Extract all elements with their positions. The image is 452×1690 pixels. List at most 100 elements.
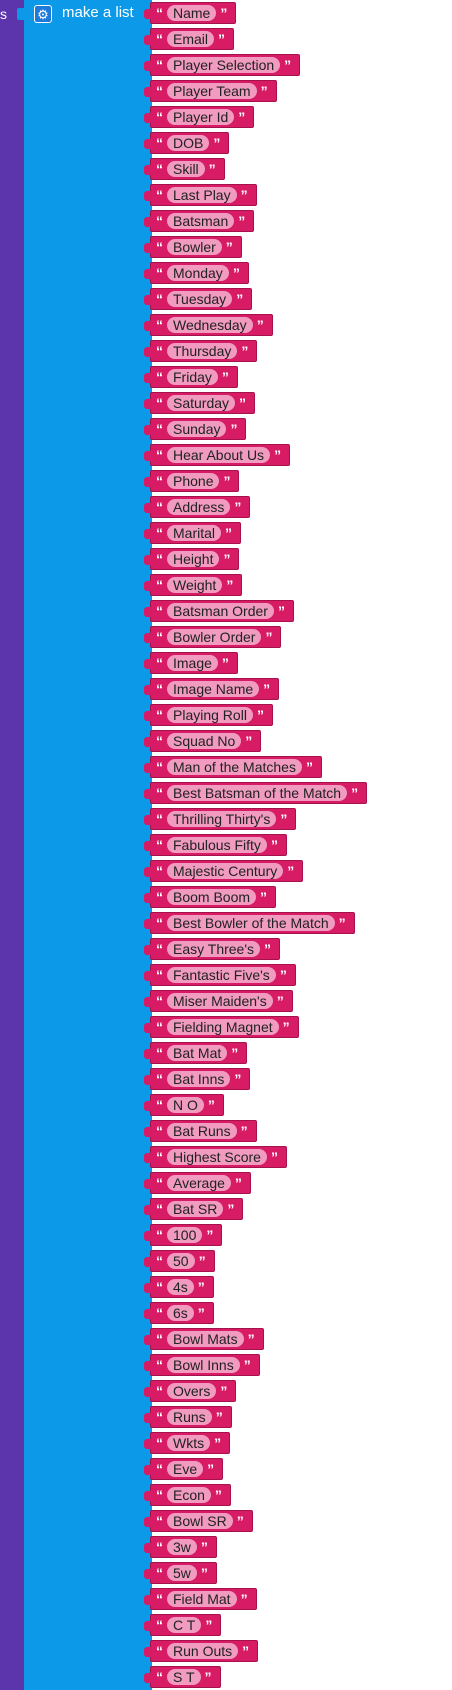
text-field[interactable]: Friday <box>167 369 218 385</box>
list-item[interactable]: “Miser Maiden's” <box>144 990 293 1012</box>
list-item[interactable]: “S T” <box>144 1666 221 1688</box>
text-field[interactable]: 50 <box>167 1253 195 1269</box>
text-field[interactable]: Email <box>167 31 215 47</box>
text-field[interactable]: S T <box>167 1669 201 1685</box>
list-item[interactable]: “Thursday” <box>143 340 258 362</box>
list-item[interactable]: “Fantastic Five's” <box>144 964 296 986</box>
list-item[interactable]: “Best Bowler of the Match” <box>144 912 355 934</box>
text-field[interactable]: Hear About Us <box>167 447 271 463</box>
text-field[interactable]: Bowler Order <box>167 629 262 645</box>
text-field[interactable]: 4s <box>167 1279 194 1295</box>
text-field[interactable]: Batsman Order <box>167 603 274 619</box>
list-item[interactable]: “Eve” <box>143 1458 224 1480</box>
list-item[interactable]: “Friday” <box>144 366 238 388</box>
gear-icon[interactable]: ⚙ <box>34 5 52 23</box>
text-field[interactable]: Address <box>167 499 231 515</box>
list-item[interactable]: “Run Outs” <box>143 1640 259 1662</box>
text-field[interactable]: Best Bowler of the Match <box>167 915 335 931</box>
list-item[interactable]: “C T” <box>143 1614 222 1636</box>
text-field[interactable]: Height <box>167 551 220 567</box>
text-field[interactable]: Bowl SR <box>167 1513 233 1529</box>
text-field[interactable]: 6s <box>167 1305 194 1321</box>
list-item[interactable]: “Fabulous Fifty” <box>144 834 287 856</box>
list-item[interactable]: “Image” <box>144 652 238 674</box>
list-item[interactable]: “Bat Mat” <box>143 1042 248 1064</box>
text-field[interactable]: 100 <box>167 1227 203 1243</box>
list-item[interactable]: “Bowl Inns” <box>144 1354 260 1376</box>
text-field[interactable]: Best Batsman of the Match <box>167 785 348 801</box>
list-item[interactable]: “Runs” <box>144 1406 232 1428</box>
list-item[interactable]: “Man of the Matches” <box>144 756 322 778</box>
list-item[interactable]: “50” <box>144 1250 215 1272</box>
text-field[interactable]: Miser Maiden's <box>167 993 273 1009</box>
text-field[interactable]: 3w <box>167 1539 197 1555</box>
text-field[interactable]: Weight <box>167 577 223 593</box>
text-field[interactable]: Average <box>167 1175 231 1191</box>
list-item[interactable]: “Easy Three's” <box>143 938 281 960</box>
text-field[interactable]: Wkts <box>167 1435 211 1451</box>
text-field[interactable]: N O <box>167 1097 204 1113</box>
text-field[interactable]: Last Play <box>167 187 237 203</box>
text-field[interactable]: Eve <box>167 1461 204 1477</box>
list-item[interactable]: “Email” <box>143 28 235 50</box>
list-item[interactable]: “100” <box>143 1224 223 1246</box>
list-item[interactable]: “Bowl SR” <box>144 1510 253 1532</box>
text-field[interactable]: Fantastic Five's <box>167 967 276 983</box>
list-item[interactable]: “6s” <box>144 1302 214 1324</box>
text-field[interactable]: DOB <box>167 135 210 151</box>
list-item[interactable]: “Weight” <box>143 574 243 596</box>
text-field[interactable]: Image <box>167 655 218 671</box>
text-field[interactable]: Overs <box>167 1383 217 1399</box>
text-field[interactable]: Bat Mat <box>167 1045 228 1061</box>
text-field[interactable]: Run Outs <box>167 1643 239 1659</box>
text-field[interactable]: Runs <box>167 1409 212 1425</box>
text-field[interactable]: Highest Score <box>167 1149 267 1165</box>
text-field[interactable]: Image Name <box>167 681 260 697</box>
list-item[interactable]: “Majestic Century” <box>143 860 304 882</box>
text-field[interactable]: Monday <box>167 265 229 281</box>
list-item[interactable]: “Bowl Mats” <box>144 1328 264 1350</box>
text-field[interactable]: Man of the Matches <box>167 759 302 775</box>
text-field[interactable]: Bowl Mats <box>167 1331 244 1347</box>
text-field[interactable]: 5w <box>167 1565 197 1581</box>
list-item[interactable]: “Last Play” <box>144 184 257 206</box>
text-field[interactable]: Squad No <box>167 733 242 749</box>
text-field[interactable]: Thrilling Thirty's <box>167 811 277 827</box>
list-item[interactable]: “Player Selection” <box>143 54 301 76</box>
list-item[interactable]: “Saturday” <box>143 392 256 414</box>
text-field[interactable]: Bat SR <box>167 1201 224 1217</box>
list-item[interactable]: “Player Team” <box>144 80 277 102</box>
list-item[interactable]: “Skill” <box>144 158 225 180</box>
list-item[interactable]: “DOB” <box>143 132 230 154</box>
list-item[interactable]: “Highest Score” <box>144 1146 287 1168</box>
text-field[interactable]: Bat Inns <box>167 1071 231 1087</box>
list-item[interactable]: “Batsman Order” <box>144 600 294 622</box>
list-item[interactable]: “Bat Inns” <box>143 1068 251 1090</box>
list-item[interactable]: “Fielding Magnet” <box>144 1016 299 1038</box>
text-field[interactable]: Player Selection <box>167 57 281 73</box>
text-field[interactable]: Phone <box>167 473 220 489</box>
text-field[interactable]: Thursday <box>167 343 238 359</box>
list-item[interactable]: “Batsman” <box>143 210 255 232</box>
list-item[interactable]: “Player Id” <box>143 106 255 128</box>
text-field[interactable]: Econ <box>167 1487 211 1503</box>
list-item[interactable]: “Name” <box>143 2 237 24</box>
list-item[interactable]: “Squad No” <box>143 730 262 752</box>
text-field[interactable]: Bowler <box>167 239 222 255</box>
text-field[interactable]: Sunday <box>167 421 227 437</box>
text-field[interactable]: Bat Runs <box>167 1123 237 1139</box>
list-item[interactable]: “Height” <box>143 548 240 570</box>
list-item[interactable]: “Tuesday” <box>143 288 253 310</box>
list-item[interactable]: “Image Name” <box>143 678 280 700</box>
text-field[interactable]: Field Mat <box>167 1591 237 1607</box>
text-field[interactable]: Majestic Century <box>167 863 284 879</box>
list-item[interactable]: “Boom Boom” <box>143 886 277 908</box>
list-item[interactable]: “Bat Runs” <box>144 1120 257 1142</box>
text-field[interactable]: Tuesday <box>167 291 233 307</box>
make-a-list-block[interactable] <box>24 0 152 1690</box>
list-item[interactable]: “Bat SR” <box>143 1198 244 1220</box>
list-item[interactable]: “Playing Roll” <box>144 704 273 726</box>
text-field[interactable]: Bowl Inns <box>167 1357 240 1373</box>
text-field[interactable]: Name <box>167 5 217 21</box>
list-item[interactable]: “Bowler” <box>144 236 242 258</box>
